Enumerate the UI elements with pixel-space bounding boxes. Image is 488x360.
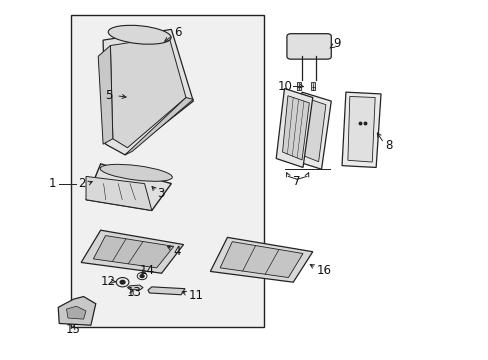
Text: 7: 7 bbox=[293, 175, 300, 188]
Polygon shape bbox=[81, 230, 183, 273]
Text: 8: 8 bbox=[384, 139, 391, 152]
Text: 3: 3 bbox=[157, 187, 164, 200]
Bar bbox=[71, 15, 264, 327]
Polygon shape bbox=[148, 287, 184, 295]
Text: 12: 12 bbox=[101, 275, 116, 288]
Text: 15: 15 bbox=[65, 323, 80, 336]
Polygon shape bbox=[210, 237, 312, 282]
Polygon shape bbox=[341, 92, 380, 167]
Polygon shape bbox=[86, 164, 171, 211]
Text: 14: 14 bbox=[140, 264, 155, 277]
Text: 6: 6 bbox=[173, 27, 181, 40]
Text: 10: 10 bbox=[277, 80, 292, 93]
Circle shape bbox=[140, 275, 144, 278]
Polygon shape bbox=[347, 96, 374, 162]
Text: 16: 16 bbox=[316, 264, 331, 277]
Polygon shape bbox=[103, 30, 193, 155]
Polygon shape bbox=[93, 235, 173, 268]
Text: 11: 11 bbox=[188, 289, 203, 302]
Text: 4: 4 bbox=[173, 245, 181, 258]
Text: 1: 1 bbox=[48, 177, 56, 190]
Circle shape bbox=[120, 280, 125, 284]
Polygon shape bbox=[66, 306, 86, 319]
FancyBboxPatch shape bbox=[286, 34, 330, 59]
Text: 2: 2 bbox=[78, 177, 85, 190]
Bar bbox=[296, 82, 300, 90]
Polygon shape bbox=[98, 45, 113, 144]
Polygon shape bbox=[125, 98, 193, 155]
Polygon shape bbox=[110, 37, 185, 148]
Text: 13: 13 bbox=[126, 287, 141, 300]
Polygon shape bbox=[58, 297, 96, 325]
Polygon shape bbox=[220, 242, 303, 278]
Text: 5: 5 bbox=[105, 89, 113, 102]
Polygon shape bbox=[276, 89, 312, 167]
Polygon shape bbox=[293, 92, 330, 169]
Bar bbox=[311, 82, 315, 90]
Polygon shape bbox=[299, 98, 325, 162]
Polygon shape bbox=[127, 285, 143, 290]
Text: 9: 9 bbox=[332, 37, 340, 50]
Polygon shape bbox=[282, 96, 309, 160]
Ellipse shape bbox=[100, 165, 172, 181]
Ellipse shape bbox=[108, 25, 171, 44]
Polygon shape bbox=[86, 176, 152, 211]
